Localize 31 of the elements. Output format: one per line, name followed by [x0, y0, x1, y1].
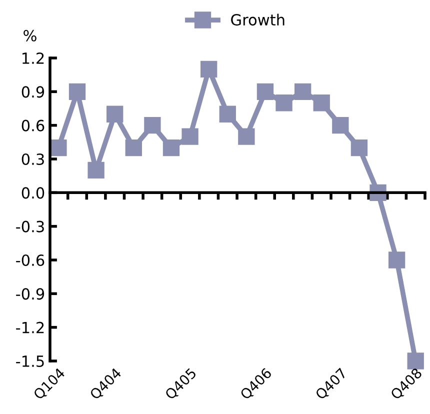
- y-tick-label: -0.6: [16, 254, 44, 266]
- point: [200, 60, 218, 78]
- point: [125, 139, 142, 156]
- point: [68, 83, 86, 100]
- y-tick-label: 0.6: [22, 120, 44, 132]
- point: [294, 83, 312, 100]
- point: [182, 128, 198, 145]
- y-tick-label: -1.2: [16, 322, 44, 334]
- y-tick-label: 0.0: [22, 187, 44, 199]
- point: [313, 94, 330, 112]
- point: [88, 162, 104, 179]
- y-tick-label: -0.3: [16, 220, 44, 232]
- y-tick-label: -1.5: [16, 356, 44, 368]
- point: [332, 117, 349, 134]
- point: [144, 117, 161, 134]
- point: [256, 83, 274, 100]
- y-axis-title: %: [24, 30, 36, 42]
- legend-label: Growth: [231, 14, 284, 26]
- point: [276, 94, 292, 112]
- point: [219, 106, 236, 122]
- point: [388, 252, 406, 268]
- point: [106, 106, 124, 122]
- point: [238, 128, 255, 145]
- point: [50, 139, 67, 156]
- y-tick-label: 0.3: [22, 153, 44, 166]
- point: [407, 352, 424, 370]
- point: [350, 139, 368, 156]
- y-tick-label: 1.2: [22, 52, 44, 64]
- y-tick-label: -0.9: [16, 288, 44, 300]
- point: [162, 139, 180, 156]
- y-tick-label: 0.9: [22, 86, 44, 98]
